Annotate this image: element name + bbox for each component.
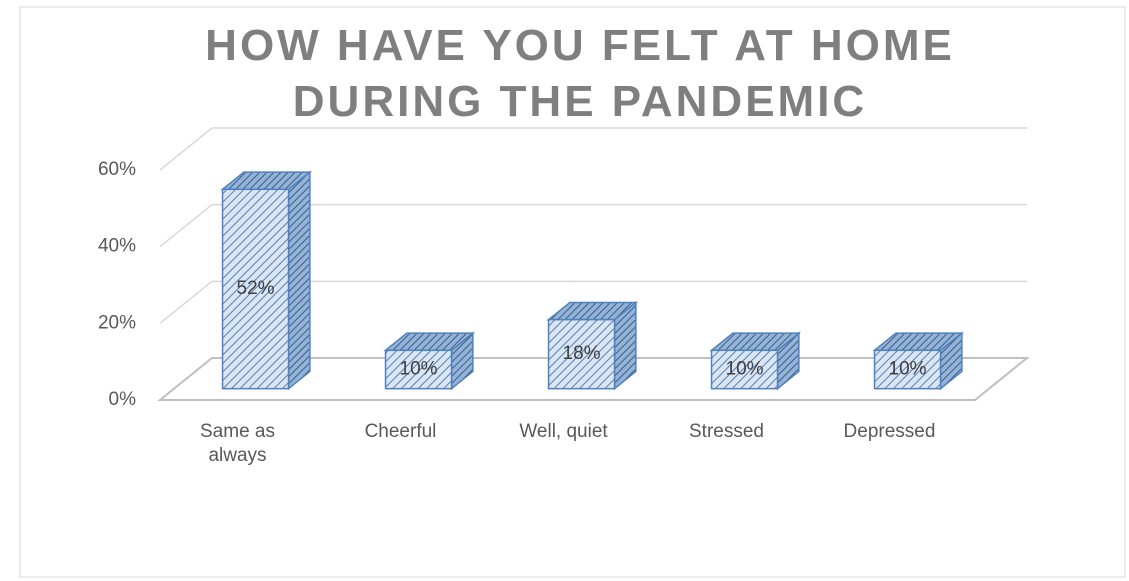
chart-border	[19, 6, 1126, 578]
bar	[710, 349, 779, 390]
data-label: 18%	[563, 343, 601, 364]
data-label: 10%	[889, 359, 927, 380]
x-tick-label: Cheerful	[364, 421, 437, 442]
y-tick-label: 0%	[109, 389, 137, 410]
bar	[547, 318, 616, 390]
x-tick-label: Same as always	[200, 421, 275, 466]
grid-line	[159, 127, 213, 171]
x-tick-label: Depressed	[843, 421, 936, 442]
y-tick-label: 40%	[98, 236, 136, 257]
grid-line	[159, 280, 213, 324]
y-tick-label: 20%	[98, 312, 136, 333]
bar-side	[287, 170, 311, 391]
y-tick-label: 60%	[98, 159, 136, 180]
bar	[384, 349, 453, 390]
grid-line	[159, 204, 213, 248]
x-tick-label: Well, quiet	[519, 421, 608, 442]
data-label: 10%	[726, 359, 764, 380]
bar	[873, 349, 942, 390]
data-label: 10%	[400, 359, 438, 380]
data-label: 52%	[237, 278, 275, 299]
bar	[221, 188, 290, 390]
chart-title: HOW HAVE YOU FELT AT HOME DURING THE PAN…	[205, 21, 955, 126]
x-tick-label: Stressed	[689, 421, 764, 442]
